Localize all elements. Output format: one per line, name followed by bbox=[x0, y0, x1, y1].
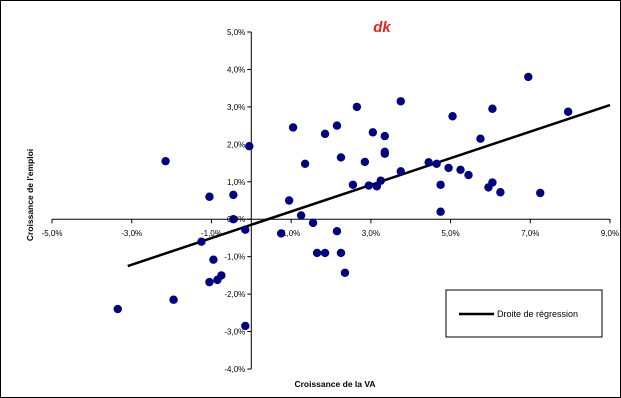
data-point bbox=[312, 248, 322, 258]
dk-logo: dk bbox=[373, 19, 391, 36]
data-point bbox=[352, 102, 362, 112]
data-point bbox=[241, 321, 250, 331]
legend-entry-regression: Droite de régression bbox=[497, 309, 578, 319]
data-point bbox=[197, 237, 206, 246]
y-axis-title: Croissance de l'emploi bbox=[25, 149, 35, 241]
y-tick-label: 3,0% bbox=[227, 103, 245, 112]
data-point bbox=[432, 159, 441, 169]
data-point bbox=[308, 218, 318, 228]
data-point bbox=[536, 188, 545, 198]
data-point bbox=[436, 207, 445, 216]
x-tick-label: 1,0% bbox=[282, 229, 300, 238]
x-tick-label: 5,0% bbox=[441, 229, 459, 238]
data-point bbox=[245, 142, 254, 151]
data-point bbox=[332, 121, 342, 130]
data-point bbox=[396, 167, 405, 176]
y-tick-label: 2,0% bbox=[227, 140, 245, 149]
data-point bbox=[276, 229, 286, 238]
y-tick-label: -1,0% bbox=[224, 253, 245, 262]
data-point bbox=[360, 157, 370, 167]
axes bbox=[52, 32, 610, 369]
data-point bbox=[288, 123, 298, 132]
x-tick-label: 9,0% bbox=[601, 229, 619, 238]
data-point bbox=[488, 178, 497, 187]
x-tick-label: 7,0% bbox=[521, 229, 539, 238]
data-point bbox=[464, 170, 473, 180]
data-point bbox=[320, 248, 330, 258]
data-point bbox=[320, 129, 330, 139]
data-point bbox=[296, 211, 306, 220]
x-axis-ticks: -5,0% -3,0% -1,0% 1,0% 3,0% 5,0% 7,0% 9,0% bbox=[42, 219, 619, 238]
data-point bbox=[241, 225, 250, 234]
x-tick-label: 3,0% bbox=[362, 229, 380, 238]
data-point bbox=[336, 248, 346, 258]
y-tick-label: 1,0% bbox=[227, 178, 245, 187]
data-point bbox=[476, 134, 485, 143]
data-point bbox=[448, 112, 457, 121]
data-point bbox=[229, 215, 238, 224]
data-point bbox=[424, 158, 433, 167]
data-point bbox=[368, 128, 378, 137]
data-point bbox=[380, 147, 390, 157]
data-point bbox=[524, 72, 533, 82]
data-point bbox=[364, 181, 374, 190]
data-point bbox=[205, 277, 214, 287]
y-tick-label: -3,0% bbox=[224, 328, 245, 337]
data-point bbox=[348, 180, 358, 189]
x-tick-label: -5,0% bbox=[42, 229, 63, 238]
data-points bbox=[113, 72, 573, 331]
data-point bbox=[169, 295, 178, 304]
data-point bbox=[229, 190, 238, 200]
data-point bbox=[496, 188, 505, 197]
data-point bbox=[436, 180, 445, 189]
data-point bbox=[376, 176, 386, 185]
data-point bbox=[161, 156, 170, 166]
data-point bbox=[113, 304, 122, 314]
data-point bbox=[563, 107, 573, 116]
data-point bbox=[336, 153, 346, 162]
data-point bbox=[444, 163, 453, 173]
data-point bbox=[284, 196, 294, 205]
y-tick-label: -2,0% bbox=[224, 290, 245, 299]
data-point bbox=[488, 104, 497, 113]
x-axis-title: Croissance de la VA bbox=[294, 379, 375, 389]
data-point bbox=[380, 131, 390, 141]
data-point bbox=[205, 192, 214, 201]
data-point bbox=[209, 255, 218, 264]
legend: Droite de régression bbox=[445, 289, 603, 338]
data-point bbox=[456, 165, 465, 174]
data-point bbox=[332, 227, 342, 236]
y-tick-label: 5,0% bbox=[227, 28, 245, 37]
y-tick-label: -4,0% bbox=[224, 365, 245, 374]
data-point bbox=[217, 271, 226, 280]
data-point bbox=[396, 97, 405, 106]
y-tick-label: 4,0% bbox=[227, 65, 245, 74]
data-point bbox=[340, 268, 350, 277]
data-point bbox=[300, 159, 310, 169]
x-tick-label: -3,0% bbox=[121, 229, 142, 238]
x-tick-label: -1,0% bbox=[201, 229, 222, 238]
